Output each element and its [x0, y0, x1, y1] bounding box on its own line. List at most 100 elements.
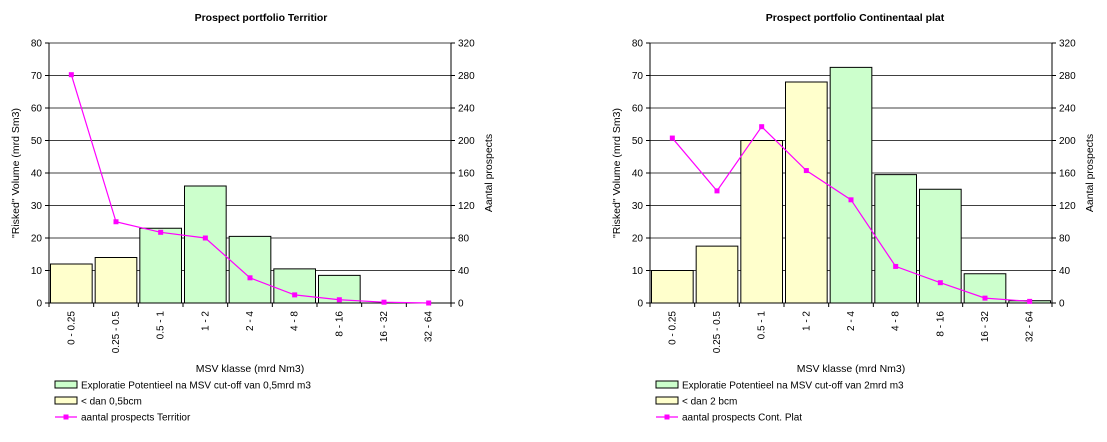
legend-label: Exploratie Potentieel na MSV cut-off van…: [682, 381, 904, 392]
y-tick-label: 30: [31, 201, 43, 212]
y-tick-label: 70: [31, 71, 43, 82]
line-point: [113, 219, 119, 225]
y-tick-label: 0: [637, 299, 643, 310]
x-tick-label: 16 - 32: [980, 311, 991, 343]
line-point: [937, 280, 943, 286]
x-tick-label: 8 - 16: [935, 311, 946, 337]
y2-tick-label: 320: [1059, 39, 1076, 50]
y2-tick-label: 40: [1059, 266, 1071, 277]
bar: [273, 268, 317, 304]
legend: Exploratie Potentieel na MSV cut-off van…: [54, 380, 311, 424]
x-tick-label: 8 - 16: [334, 311, 345, 337]
y2-tick-label: 240: [1059, 104, 1076, 115]
y2-axis-label: Aantal prospects: [483, 134, 495, 212]
x-tick-label: 16 - 32: [379, 311, 390, 343]
legend-marker: [664, 414, 670, 420]
x-axis-label: MSV klasse (mrd Nm3): [797, 363, 906, 375]
legend-label: < dan 0,5bcm: [81, 397, 142, 408]
y2-tick-label: 320: [458, 39, 475, 50]
x-tick-label: 2 - 4: [846, 311, 857, 331]
y2-tick-label: 160: [1059, 169, 1076, 180]
y-tick-label: 10: [31, 266, 43, 277]
x-tick-label: 32 - 64: [1025, 311, 1036, 343]
bar: [651, 270, 694, 304]
x-tick-label: 0.5 - 1: [156, 311, 167, 340]
y2-tick-label: 200: [458, 136, 475, 147]
y-tick-label: 40: [632, 169, 644, 180]
line-point: [982, 295, 988, 301]
line-point: [1027, 298, 1033, 304]
y2-tick-label: 160: [458, 169, 475, 180]
line-point: [893, 263, 899, 269]
y-axis-label: "Risked" Volume (mrd Sm3): [10, 108, 22, 238]
legend-label: aantal prospects Cont. Plat: [682, 413, 802, 424]
bar: [50, 263, 93, 304]
bar: [139, 227, 182, 304]
y2-tick-label: 280: [1059, 71, 1076, 82]
bar: [919, 188, 962, 304]
y2-tick-label: 240: [458, 104, 475, 115]
legend-swatch: [54, 380, 78, 389]
y2-tick-label: 40: [458, 266, 470, 277]
legend-label: aantal prospects Territior: [81, 413, 191, 424]
x-tick-label: 2 - 4: [245, 311, 256, 331]
x-tick-label: 0.5 - 1: [757, 311, 768, 340]
line-point: [68, 72, 74, 78]
y2-tick-label: 120: [1059, 201, 1076, 212]
y-tick-label: 20: [31, 234, 43, 245]
legend-swatch: [655, 396, 679, 405]
y-tick-label: 40: [31, 169, 43, 180]
x-tick-label: 32 - 64: [424, 311, 435, 343]
bar: [874, 174, 917, 304]
line-point: [803, 168, 809, 174]
legend-swatch: [655, 380, 679, 389]
bar: [740, 140, 783, 304]
y-tick-label: 70: [632, 71, 644, 82]
bar: [94, 257, 138, 304]
x-tick-label: 4 - 8: [891, 311, 902, 331]
x-tick-label: 0 - 0.25: [667, 311, 678, 345]
bar: [829, 66, 873, 304]
bar: [695, 245, 739, 304]
line-point: [336, 297, 342, 303]
line-point: [669, 135, 675, 141]
x-tick-label: 1 - 2: [200, 311, 211, 331]
line-point: [848, 197, 854, 203]
y2-tick-label: 120: [458, 201, 475, 212]
y-tick-label: 80: [31, 39, 43, 50]
y2-tick-label: 280: [458, 71, 475, 82]
y-tick-label: 10: [632, 266, 644, 277]
y-axis-label: "Risked" Volume (mrd Sm3): [611, 108, 623, 238]
bar: [785, 81, 828, 304]
line-point: [158, 229, 164, 235]
y-tick-label: 50: [31, 136, 43, 147]
chart-title: Prospect portfolio Continentaal plat: [766, 12, 945, 24]
y2-axis-label: Aantal prospects: [1084, 134, 1096, 212]
y2-tick-label: 0: [1059, 299, 1065, 310]
legend-swatch: [54, 396, 78, 405]
y-tick-label: 20: [632, 234, 644, 245]
line-point: [426, 300, 432, 306]
chart-2: Prospect portfolio Continentaal plat 0 10 2…: [611, 12, 1096, 424]
x-tick-label: 0.25 - 0.5: [111, 311, 122, 354]
line-point: [202, 235, 208, 241]
x-tick-label: 1 - 2: [801, 311, 812, 331]
line-point: [714, 188, 720, 194]
line-point: [247, 275, 253, 281]
y2-tick-label: 0: [458, 299, 464, 310]
y2-tick-label: 200: [1059, 136, 1076, 147]
legend-label: < dan 2 bcm: [682, 397, 737, 408]
legend-label: Exploratie Potentieel na MSV cut-off van…: [81, 381, 311, 392]
bar: [184, 185, 227, 304]
legend-marker: [63, 414, 69, 420]
x-tick-label: 4 - 8: [290, 311, 301, 331]
bar: [228, 235, 272, 304]
y2-tick-label: 80: [1059, 234, 1071, 245]
line-point: [381, 299, 387, 305]
y-tick-label: 80: [632, 39, 644, 50]
y-tick-label: 50: [632, 136, 644, 147]
x-tick-label: 0 - 0.25: [66, 311, 77, 345]
y2-tick-label: 80: [458, 234, 470, 245]
line-point: [292, 292, 298, 298]
